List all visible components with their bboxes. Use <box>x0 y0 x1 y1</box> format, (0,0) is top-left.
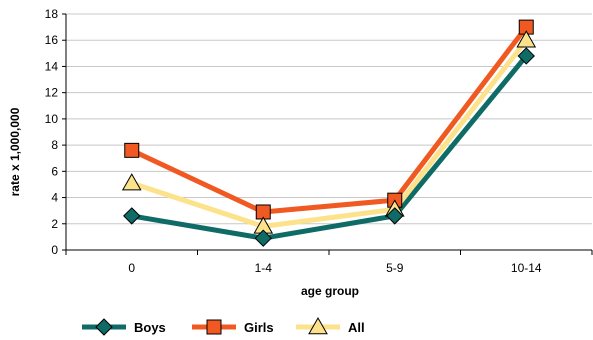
data-point-boys <box>386 207 404 225</box>
y-tick-label: 4 <box>51 191 58 205</box>
series-group <box>121 19 537 247</box>
legend-label-all: All <box>348 320 365 335</box>
legend-label-girls: Girls <box>244 320 274 335</box>
x-tick-label: 1-4 <box>255 261 273 275</box>
x-tick-label: 0 <box>128 261 135 275</box>
legend-marker-boys <box>95 318 113 336</box>
y-tick-label: 0 <box>51 243 58 257</box>
data-point-boys <box>254 229 272 247</box>
data-point-all <box>516 30 537 48</box>
series-line-girls <box>129 24 529 215</box>
data-point-all <box>121 173 142 191</box>
x-tick-label: 5-9 <box>386 261 404 275</box>
legend: Boys Girls All <box>82 316 365 336</box>
data-point-boys <box>517 47 535 65</box>
y-tick-label: 12 <box>45 86 59 100</box>
y-tick-label: 16 <box>45 33 59 47</box>
x-axis-ticks: 0 1-4 5-9 10-14 <box>65 250 593 275</box>
series-line-boys <box>129 53 529 241</box>
data-point-girls <box>124 142 140 158</box>
series-line-all <box>129 37 529 229</box>
y-axis-title: rate x 1,000,000 <box>8 107 22 196</box>
y-tick-label: 6 <box>51 164 58 178</box>
y-tick-label: 14 <box>45 59 59 73</box>
legend-marker-girls <box>206 319 222 335</box>
legend-marker-all <box>308 316 328 335</box>
y-axis-ticks: 0 2 4 6 8 10 12 14 16 18 <box>45 7 66 257</box>
axes <box>65 14 592 251</box>
data-point-boys <box>123 207 141 225</box>
y-tick-label: 10 <box>45 112 59 126</box>
legend-label-boys: Boys <box>134 320 166 335</box>
y-tick-label: 2 <box>51 217 58 231</box>
x-tick-label: 10-14 <box>511 261 542 275</box>
y-tick-label: 8 <box>51 138 58 152</box>
y-tick-label: 18 <box>45 7 59 21</box>
gridlines <box>66 13 592 225</box>
x-axis-title: age group <box>301 284 359 298</box>
